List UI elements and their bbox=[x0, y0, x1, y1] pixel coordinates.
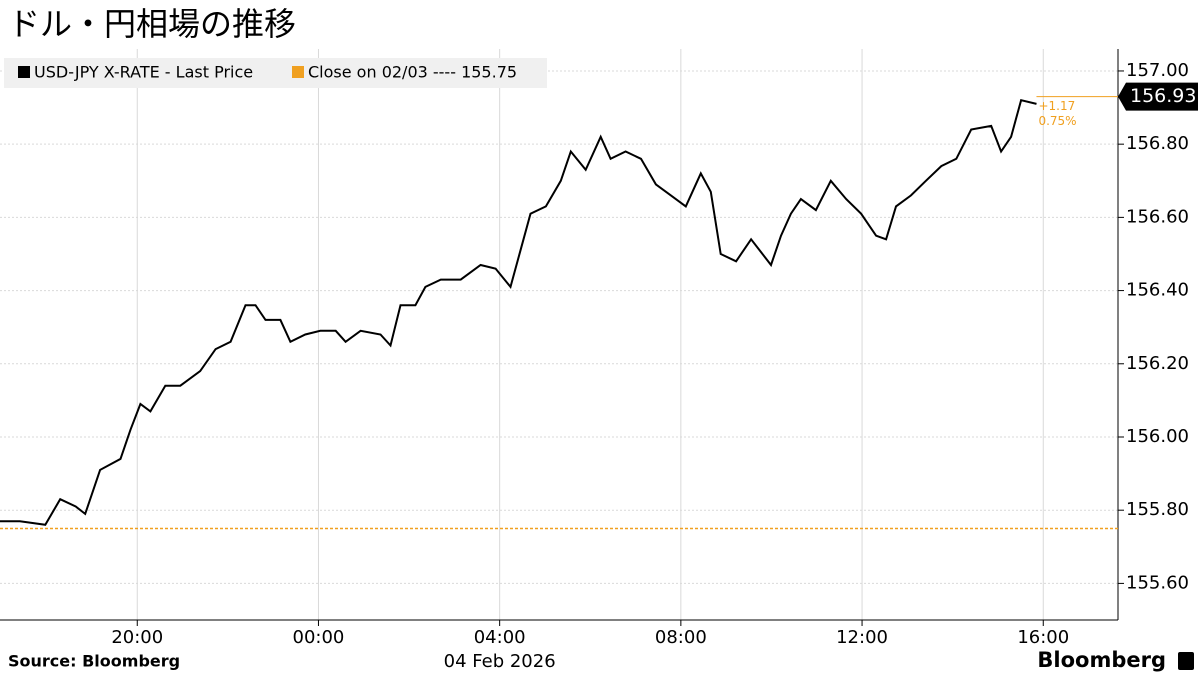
legend-label: USD-JPY X-RATE - Last Price bbox=[34, 63, 253, 82]
y-tick-label: 156.20 bbox=[1126, 353, 1189, 374]
brand: Bloomberg bbox=[1037, 648, 1166, 672]
price-line bbox=[0, 99, 1037, 526]
x-tick-label: 04:00 bbox=[474, 627, 526, 648]
source: Source: Bloomberg bbox=[8, 652, 180, 671]
legend-label: Close on 02/03 ---- 155.75 bbox=[308, 63, 517, 82]
y-tick-label: 157.00 bbox=[1126, 60, 1189, 81]
chart-title: ドル・円相場の推移 bbox=[8, 5, 296, 43]
last-price-label: 156.93 bbox=[1130, 85, 1196, 107]
date-label: 04 Feb 2026 bbox=[444, 651, 556, 672]
x-tick-label: 16:00 bbox=[1017, 627, 1069, 648]
y-tick-label: 156.00 bbox=[1126, 426, 1189, 447]
brand-icon bbox=[1178, 652, 1194, 670]
x-tick-label: 00:00 bbox=[293, 627, 345, 648]
x-tick-label: 20:00 bbox=[111, 627, 163, 648]
y-tick-label: 156.60 bbox=[1126, 206, 1189, 227]
y-tick-label: 156.40 bbox=[1126, 280, 1189, 301]
y-tick-label: 155.80 bbox=[1126, 499, 1189, 520]
legend-swatch bbox=[292, 66, 304, 78]
change-label: 0.75% bbox=[1038, 114, 1076, 128]
x-tick-label: 12:00 bbox=[836, 627, 888, 648]
change-label: +1.17 bbox=[1038, 99, 1075, 113]
x-tick-label: 08:00 bbox=[655, 627, 707, 648]
legend-bg bbox=[4, 58, 547, 88]
last-price-box bbox=[1118, 82, 1198, 111]
legend-swatch bbox=[18, 66, 30, 78]
y-tick-label: 156.80 bbox=[1126, 133, 1189, 154]
y-tick-label: 155.60 bbox=[1126, 572, 1189, 593]
